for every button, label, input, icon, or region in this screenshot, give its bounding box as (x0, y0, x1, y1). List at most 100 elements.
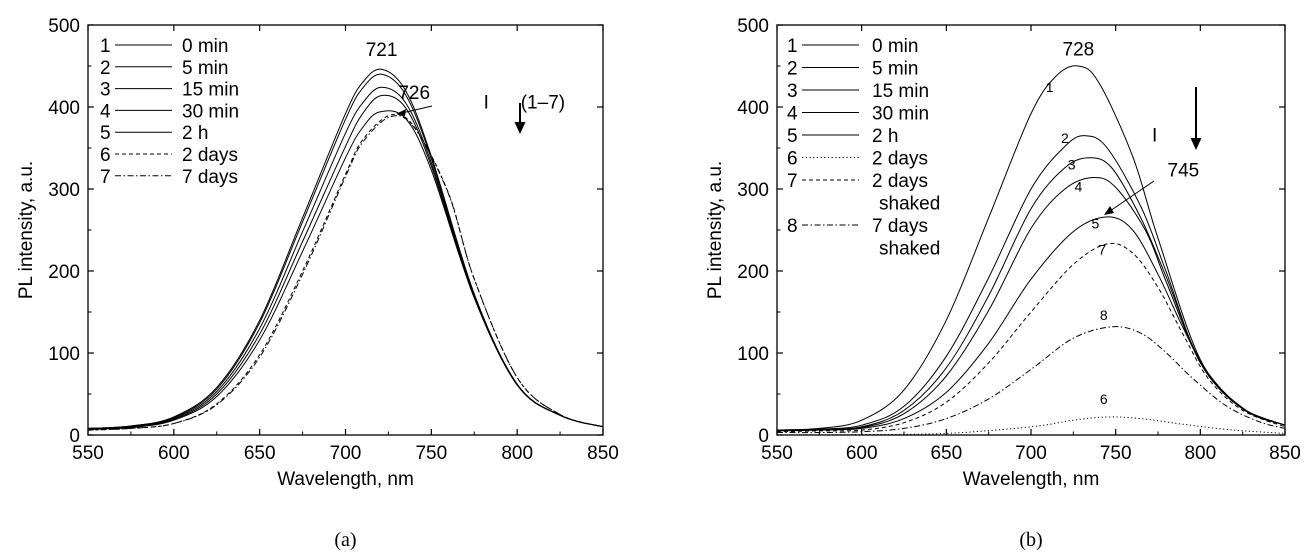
x-tick-label: 700 (330, 443, 362, 464)
x-axis-label: Wavelength, nm (963, 469, 1100, 490)
legend-index: 8 (787, 216, 798, 237)
curve-label: 8 (1100, 307, 1108, 323)
legend-label: 2 h (182, 123, 208, 144)
curve-label: 7 (1098, 242, 1106, 258)
legend-index: 3 (100, 80, 111, 101)
panel-b: 550 600 650 700 750 800 850 0 100 200 300 400 500 Wav… (705, 16, 1301, 551)
legend-index: 4 (787, 104, 798, 125)
series-line-1 (87, 68, 604, 429)
legend-index: 1 (787, 36, 798, 57)
x-axis-label: Wavelength, nm (277, 469, 414, 490)
x-tick-label: 600 (158, 443, 190, 464)
legend-label: 5 min (182, 58, 228, 79)
x-tick-label: 600 (846, 443, 878, 464)
legend-label: 2 h (872, 126, 898, 147)
legend-label: 2 days (182, 145, 238, 166)
legend-label: 5 min (872, 59, 918, 80)
annotation: 728 (1063, 39, 1095, 60)
decrease-arrow-head (1190, 138, 1202, 150)
legend-label-line: shaked (879, 239, 940, 260)
x-tick-label: 750 (1100, 443, 1132, 464)
y-tick-label: 500 (48, 16, 80, 37)
series-line-3 (776, 157, 1286, 431)
y-tick-label: 100 (737, 344, 769, 365)
legend-label: 15 min (182, 80, 239, 101)
legend-label: 15 min (872, 81, 929, 102)
x-tick-label: 800 (1184, 443, 1216, 464)
x-tick-label: 700 (1015, 443, 1047, 464)
y-tick-label: 300 (48, 180, 80, 201)
series-line-2 (87, 73, 604, 429)
x-tick-label: 650 (244, 443, 276, 464)
legend-index: 1 (100, 36, 111, 57)
curve-label: 2 (1061, 130, 1069, 146)
legend-index: 7 (787, 171, 798, 192)
annotation: I (484, 93, 489, 114)
y-tick-label: 300 (737, 180, 769, 201)
series-line-5 (776, 216, 1286, 432)
panel-caption: (b) (1019, 529, 1042, 551)
y-tick-label: 400 (48, 98, 80, 119)
decrease-arrow-head (514, 122, 526, 134)
legend-label: 7 days (182, 167, 238, 188)
legend-label: 30 min (872, 104, 929, 125)
y-tick-label: 400 (737, 98, 769, 119)
panel-caption: (a) (334, 529, 356, 551)
y-axis-label: PL intensity, a.u. (705, 161, 726, 299)
peak-pointer-arrowhead (396, 109, 406, 116)
annotation: 721 (366, 40, 398, 61)
series-line-1 (776, 65, 1286, 431)
legend-index: 2 (787, 59, 798, 80)
curve-label: 6 (1100, 391, 1108, 407)
x-tick-label: 550 (761, 443, 793, 464)
peak-pointer-arrowhead (1104, 206, 1114, 215)
legend-label-line: 7 days (872, 216, 928, 237)
legend-index: 4 (100, 101, 111, 122)
legend-label: 7 days shaked (872, 216, 940, 260)
y-tick-label: 200 (48, 262, 80, 283)
curve-label: 1 (1046, 79, 1054, 95)
legend-label-line: 2 days (872, 171, 928, 192)
x-tick-label: 750 (415, 443, 447, 464)
legend-index: 3 (787, 81, 798, 102)
x-tick-label: 850 (1269, 443, 1301, 464)
series-line-6 (87, 113, 604, 431)
legend-index: 5 (787, 126, 798, 147)
series-line-7 (776, 242, 1286, 433)
peak-pointer-arrow (1109, 180, 1155, 212)
series-line-3 (87, 86, 604, 429)
series-line-4 (87, 94, 604, 430)
curve-label: 4 (1075, 178, 1083, 194)
legend-index: 2 (100, 58, 111, 79)
y-tick-label: 200 (737, 262, 769, 283)
annotation: (1–7) (521, 93, 565, 114)
x-tick-label: 850 (587, 443, 619, 464)
y-tick-label: 0 (758, 426, 769, 447)
curve-label: 5 (1091, 215, 1099, 231)
panel-a: 550 600 650 700 750 800 850 0 100 200 300 400 500 Wav… (16, 16, 619, 551)
legend-label: 2 days shaked (872, 171, 940, 215)
series-line-5 (87, 110, 604, 430)
curve-label: 3 (1068, 156, 1076, 172)
peak-pointer-arrow (401, 105, 433, 114)
x-tick-label: 550 (72, 443, 104, 464)
y-tick-label: 0 (69, 426, 80, 447)
legend-label: 2 days (872, 149, 928, 170)
annotation: 745 (1168, 161, 1200, 182)
legend-label-line: shaked (879, 194, 940, 215)
legend-index: 6 (100, 145, 111, 166)
series-line-7 (87, 115, 604, 431)
legend-index: 5 (100, 123, 111, 144)
series-line-6 (776, 416, 1286, 436)
legend-label: 30 min (182, 101, 239, 122)
y-tick-label: 100 (48, 344, 80, 365)
series-line-8 (776, 326, 1286, 434)
plot-frame (87, 24, 604, 436)
annotation: 726 (398, 83, 430, 104)
y-axis-label: PL intensity, a.u. (16, 161, 37, 299)
series-line-4 (776, 176, 1286, 431)
annotation: I (1152, 125, 1157, 146)
legend-index: 7 (100, 167, 111, 188)
legend-label: 0 min (182, 36, 228, 57)
